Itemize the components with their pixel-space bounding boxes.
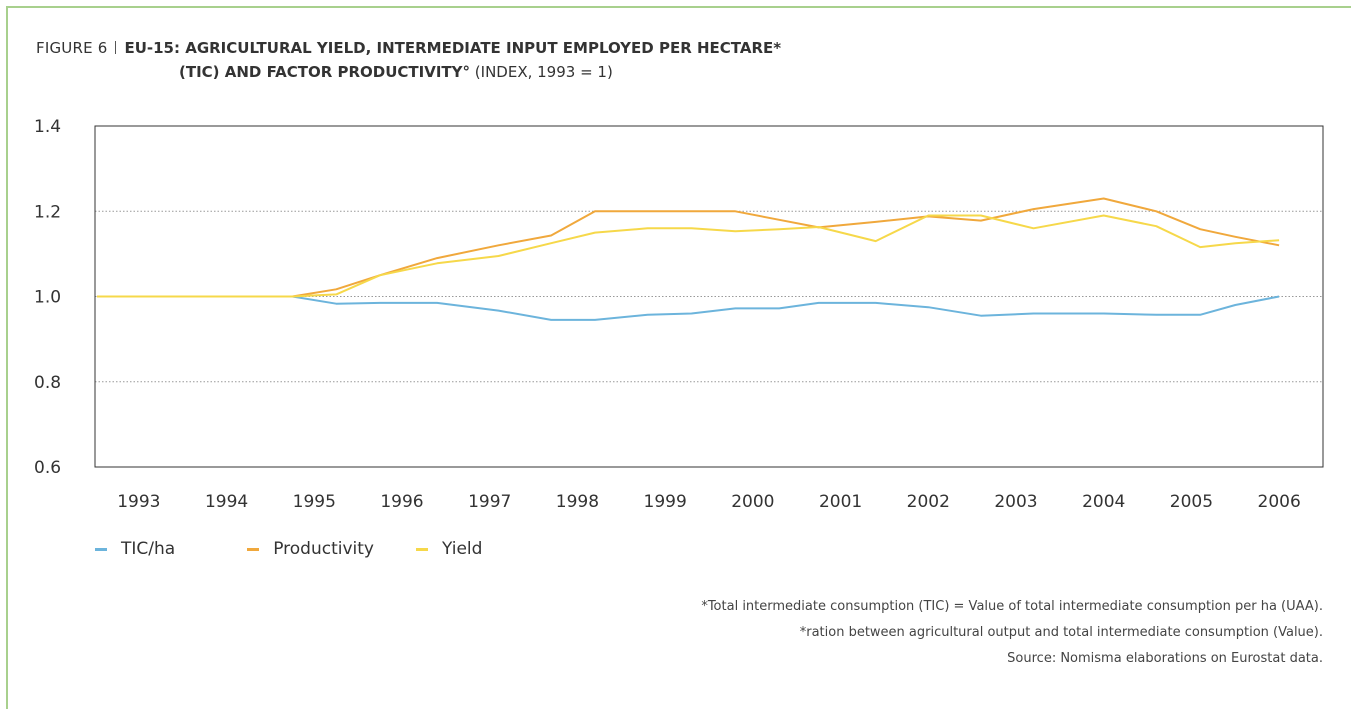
x-tick-label: 1993	[117, 492, 160, 512]
footnote-ratio: *ration between agricultural output and …	[799, 625, 1323, 640]
x-tick-label: 1998	[556, 492, 599, 512]
chart-legend: TIC/ha Productivity Yield	[95, 539, 516, 559]
legend-swatch	[95, 547, 107, 551]
y-tick-label: 1.4	[34, 117, 61, 137]
x-tick-label: 1996	[380, 492, 423, 512]
series-line-tic-ha	[97, 295, 1280, 321]
x-tick-label: 2001	[819, 492, 862, 512]
x-tick-label: 1997	[468, 492, 511, 512]
title-suffix: (INDEX, 1993 = 1)	[470, 63, 613, 81]
legend-swatch	[247, 547, 260, 551]
footnotes: *Total intermediate consumption (TIC) = …	[701, 594, 1323, 672]
legend-item-yield: Yield	[415, 539, 483, 559]
x-tick-label: 1994	[205, 492, 248, 512]
footnote-tic: *Total intermediate consumption (TIC) = …	[701, 599, 1323, 614]
legend-label: Productivity	[273, 539, 374, 559]
x-tick-label: 1995	[293, 492, 336, 512]
title-separator	[115, 41, 117, 54]
legend-swatch	[415, 547, 428, 551]
y-tick-label: 0.6	[34, 458, 61, 478]
y-tick-label: 1.2	[34, 202, 61, 222]
title-bold-line2: (TIC) AND FACTOR PRODUCTIVITY°	[179, 63, 471, 81]
figure-title: FIGURE 6 EU-15: AGRICULTURAL YIELD, INTER…	[36, 36, 781, 84]
x-tick-label: 2002	[907, 492, 950, 512]
x-tick-label: 2006	[1258, 492, 1301, 512]
x-tick-label: 2000	[731, 492, 774, 512]
footnote-source: Source: Nomisma elaborations on Eurostat…	[1007, 651, 1323, 666]
x-tick-label: 2003	[994, 492, 1037, 512]
series-line-productivity	[97, 197, 1280, 298]
legend-label: TIC/ha	[121, 539, 176, 559]
y-tick-label: 1.0	[34, 288, 61, 308]
legend-item-productivity: Productivity	[247, 539, 374, 559]
x-tick-label: 2004	[1082, 492, 1125, 512]
x-tick-label: 2005	[1170, 492, 1213, 512]
figure-label: FIGURE 6	[36, 39, 108, 57]
legend-label: Yield	[441, 539, 483, 559]
figure-frame	[6, 6, 1351, 709]
y-tick-label: 0.8	[34, 373, 61, 393]
x-tick-label: 1999	[644, 492, 687, 512]
plot-frame	[94, 125, 1324, 468]
legend-item-tic-ha: TIC/ha	[95, 539, 175, 559]
series-line-yield	[97, 214, 1280, 298]
title-bold-line1: EU-15: AGRICULTURAL YIELD, INTERMEDIATE …	[124, 39, 782, 57]
